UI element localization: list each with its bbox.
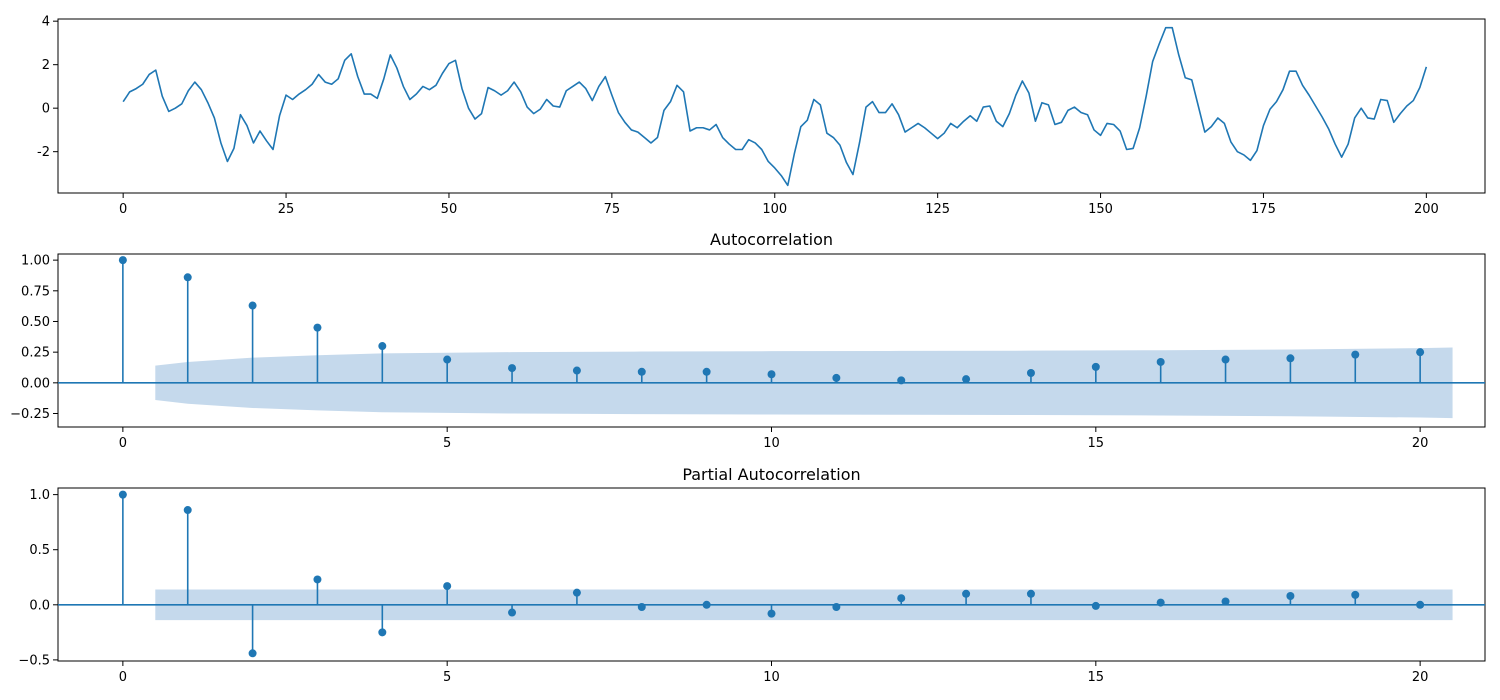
x-tick-label: 0 [119, 436, 127, 451]
stem-marker [1156, 357, 1165, 366]
x-tick-label: 150 [1088, 202, 1113, 217]
x-tick-label: 20 [1412, 670, 1429, 685]
acf-x-ticks: 0 5 10 15 20 [119, 427, 1429, 451]
stem-marker [1416, 348, 1425, 357]
x-tick-label: 25 [278, 202, 295, 217]
stem-marker [313, 323, 322, 332]
stem-marker [1351, 350, 1360, 359]
y-tick-label: 1.0 [29, 488, 50, 503]
stem-marker [378, 342, 387, 351]
x-tick-label: 15 [1088, 436, 1105, 451]
stem-marker [183, 273, 192, 282]
stem-marker [572, 366, 581, 375]
stem-marker [702, 367, 711, 376]
acf-panel: Autocorrelation 0 5 10 15 20 −0.25 0.00 0.25 0.… [10, 230, 1486, 451]
y-tick-label: 0.00 [21, 376, 50, 391]
time-series-panel: 0 25 50 75 100 125 150 175 200 -2 0 2 4 [37, 15, 1486, 217]
pacf-title: Partial Autocorrelation [682, 465, 860, 484]
stem-marker [897, 594, 906, 603]
y-tick-label: 1.00 [21, 254, 50, 269]
x-tick-label: 175 [1251, 202, 1276, 217]
stem-marker [1286, 591, 1295, 600]
x-tick-label: 10 [763, 436, 780, 451]
pacf-panel: Partial Autocorrelation 0 5 10 15 20 −0.5 0.0… [18, 465, 1486, 685]
y-tick-label: 4 [42, 15, 50, 30]
stem-marker [1351, 590, 1360, 599]
acf-y-ticks: −0.25 0.00 0.25 0.50 0.75 1.00 [10, 254, 58, 422]
y-tick-label: 0.0 [29, 598, 50, 613]
stem-marker [443, 582, 452, 591]
x-tick-label: 75 [604, 202, 621, 217]
stem-marker [832, 373, 841, 382]
pacf-stems [58, 490, 1485, 658]
stem-marker [637, 603, 646, 612]
y-tick-label: -2 [37, 145, 50, 160]
time-series-x-ticks: 0 25 50 75 100 125 150 175 200 [119, 193, 1439, 217]
stem-marker [832, 603, 841, 612]
x-tick-label: 200 [1414, 202, 1439, 217]
stem-marker [897, 376, 906, 385]
stem-marker [443, 355, 452, 364]
x-tick-label: 15 [1088, 670, 1105, 685]
x-tick-label: 5 [443, 436, 451, 451]
stem-marker [508, 608, 517, 617]
time-series-axes-frame [57, 18, 1486, 194]
stem-marker [1091, 362, 1100, 371]
y-tick-label: 0 [42, 102, 50, 117]
stem-marker [1026, 589, 1035, 598]
acf-title: Autocorrelation [710, 230, 833, 249]
x-tick-label: 5 [443, 670, 451, 685]
y-tick-label: 0.25 [21, 346, 50, 361]
x-tick-label: 20 [1412, 436, 1429, 451]
stem-marker [767, 609, 776, 618]
stem-marker [1221, 597, 1230, 606]
pacf-x-ticks: 0 5 10 15 20 [119, 661, 1429, 685]
acf-stems [58, 256, 1485, 385]
stem-marker [572, 588, 581, 597]
y-tick-label: 0.50 [21, 315, 50, 330]
stem-marker [248, 301, 257, 310]
stem-marker [962, 375, 971, 384]
stem-marker [313, 575, 322, 584]
pacf-axes-frame [57, 487, 1486, 662]
y-tick-label: −0.5 [18, 653, 50, 668]
y-tick-label: 0.75 [21, 284, 50, 299]
stem-marker [248, 649, 257, 658]
x-tick-label: 10 [763, 670, 780, 685]
stem-marker [702, 600, 711, 609]
y-tick-label: 2 [42, 58, 50, 73]
time-series-y-ticks: -2 0 2 4 [37, 15, 58, 160]
x-tick-label: 0 [119, 670, 127, 685]
stem-marker [118, 490, 127, 499]
stem-marker [378, 628, 387, 637]
stem-marker [1026, 369, 1035, 378]
stem-marker [1156, 598, 1165, 607]
x-tick-label: 125 [925, 202, 950, 217]
x-tick-label: 50 [441, 202, 458, 217]
stem-marker [1221, 355, 1230, 364]
stem-marker [962, 589, 971, 598]
time-series-marks [122, 26, 1428, 187]
x-tick-label: 100 [762, 202, 787, 217]
stem-marker [637, 367, 646, 376]
y-tick-label: 0.5 [29, 543, 50, 558]
series-line [122, 26, 1428, 187]
stem-marker [118, 256, 127, 265]
stem-marker [767, 370, 776, 379]
stem-marker [1416, 600, 1425, 609]
stem-marker [1286, 354, 1295, 363]
stem-marker [508, 364, 517, 373]
x-tick-label: 0 [119, 202, 127, 217]
pacf-y-ticks: −0.5 0.0 0.5 1.0 [18, 488, 58, 668]
y-tick-label: −0.25 [10, 407, 50, 422]
stem-marker [1091, 601, 1100, 610]
stem-marker [183, 506, 192, 515]
